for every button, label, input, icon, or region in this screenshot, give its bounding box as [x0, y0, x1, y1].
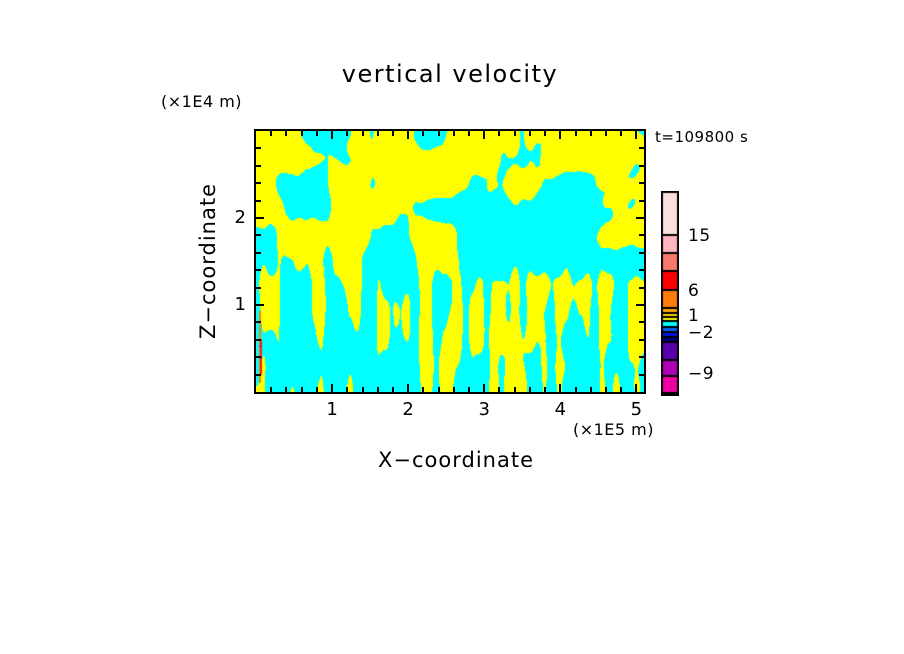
z-minor-tick: [256, 234, 261, 236]
colorbar-tick-label: 1: [688, 306, 700, 326]
x-minor-tick: [346, 387, 348, 392]
z-minor-tick: [639, 182, 644, 184]
x-minor-tick: [285, 131, 287, 136]
colorbar: [661, 191, 679, 396]
x-minor-tick: [285, 387, 287, 392]
z-major-tick: [636, 217, 644, 219]
x-major-tick: [483, 384, 485, 392]
z-minor-tick: [639, 165, 644, 167]
x-minor-tick: [301, 387, 303, 392]
x-minor-tick: [453, 387, 455, 392]
z-minor-tick: [256, 165, 261, 167]
z-minor-tick: [256, 200, 261, 202]
z-axis-unit-label: (×1E4 m): [161, 92, 243, 111]
x-minor-tick: [438, 131, 440, 136]
z-minor-tick: [639, 374, 644, 376]
colorbar-tick-label: 6: [688, 281, 700, 301]
colorbar-tick-label: −2: [688, 323, 715, 343]
x-minor-tick: [438, 387, 440, 392]
plot-frame: [254, 129, 646, 394]
x-tick-label: 5: [630, 399, 643, 420]
z-major-tick: [256, 217, 264, 219]
x-major-tick: [483, 131, 485, 139]
x-major-tick: [407, 131, 409, 139]
x-minor-tick: [362, 131, 364, 136]
x-axis-unit-label: (×1E5 m): [572, 420, 654, 439]
x-major-tick: [635, 384, 637, 392]
z-minor-tick: [639, 339, 644, 341]
z-minor-tick: [639, 252, 644, 254]
x-minor-tick: [301, 131, 303, 136]
z-minor-tick: [256, 252, 261, 254]
x-minor-tick: [529, 387, 531, 392]
x-minor-tick: [605, 387, 607, 392]
x-minor-tick: [453, 131, 455, 136]
z-minor-tick: [639, 200, 644, 202]
z-minor-tick: [639, 147, 644, 149]
x-tick-label: 4: [554, 399, 567, 420]
z-major-tick: [256, 304, 264, 306]
z-minor-tick: [639, 287, 644, 289]
z-minor-tick: [256, 374, 261, 376]
x-minor-tick: [362, 387, 364, 392]
x-tick-label: 3: [478, 399, 490, 420]
z-minor-tick: [256, 287, 261, 289]
z-major-tick: [636, 304, 644, 306]
velocity-heatmap-canvas: [256, 131, 644, 392]
x-minor-tick: [316, 387, 318, 392]
x-minor-tick: [422, 131, 424, 136]
x-minor-tick: [422, 387, 424, 392]
time-annotation: t=109800 s: [655, 128, 749, 146]
x-minor-tick: [620, 131, 622, 136]
x-minor-tick: [544, 131, 546, 136]
chart-title: vertical velocity: [341, 60, 559, 88]
x-minor-tick: [514, 387, 516, 392]
x-major-tick: [331, 384, 333, 392]
x-minor-tick: [514, 131, 516, 136]
x-minor-tick: [605, 131, 607, 136]
x-major-tick: [331, 131, 333, 139]
z-tick-label: 2: [234, 207, 246, 228]
z-minor-tick: [639, 269, 644, 271]
x-tick-label: 2: [402, 399, 414, 420]
z-tick-label: 1: [234, 294, 246, 315]
x-minor-tick: [316, 131, 318, 136]
x-minor-tick: [620, 387, 622, 392]
x-minor-tick: [575, 387, 577, 392]
x-minor-tick: [346, 131, 348, 136]
x-minor-tick: [575, 131, 577, 136]
x-minor-tick: [270, 387, 272, 392]
x-tick-label: 1: [326, 399, 338, 420]
x-minor-tick: [498, 131, 500, 136]
z-minor-tick: [256, 147, 261, 149]
x-major-tick: [635, 131, 637, 139]
z-minor-tick: [639, 321, 644, 323]
x-major-tick: [559, 384, 561, 392]
x-minor-tick: [468, 131, 470, 136]
x-minor-tick: [392, 131, 394, 136]
x-major-tick: [407, 384, 409, 392]
x-minor-tick: [529, 131, 531, 136]
z-minor-tick: [256, 321, 261, 323]
x-minor-tick: [377, 131, 379, 136]
x-minor-tick: [590, 387, 592, 392]
x-axis-title: X−coordinate: [378, 448, 534, 472]
x-minor-tick: [468, 387, 470, 392]
z-minor-tick: [256, 182, 261, 184]
z-minor-tick: [256, 269, 261, 271]
colorbar-tick-label: −9: [688, 364, 715, 384]
z-minor-tick: [256, 356, 261, 358]
x-minor-tick: [377, 387, 379, 392]
colorbar-tick-label: 15: [688, 226, 711, 246]
z-minor-tick: [639, 356, 644, 358]
x-minor-tick: [544, 387, 546, 392]
x-minor-tick: [270, 131, 272, 136]
x-minor-tick: [392, 387, 394, 392]
x-minor-tick: [498, 387, 500, 392]
x-minor-tick: [590, 131, 592, 136]
z-minor-tick: [256, 339, 261, 341]
x-major-tick: [559, 131, 561, 139]
z-minor-tick: [639, 234, 644, 236]
